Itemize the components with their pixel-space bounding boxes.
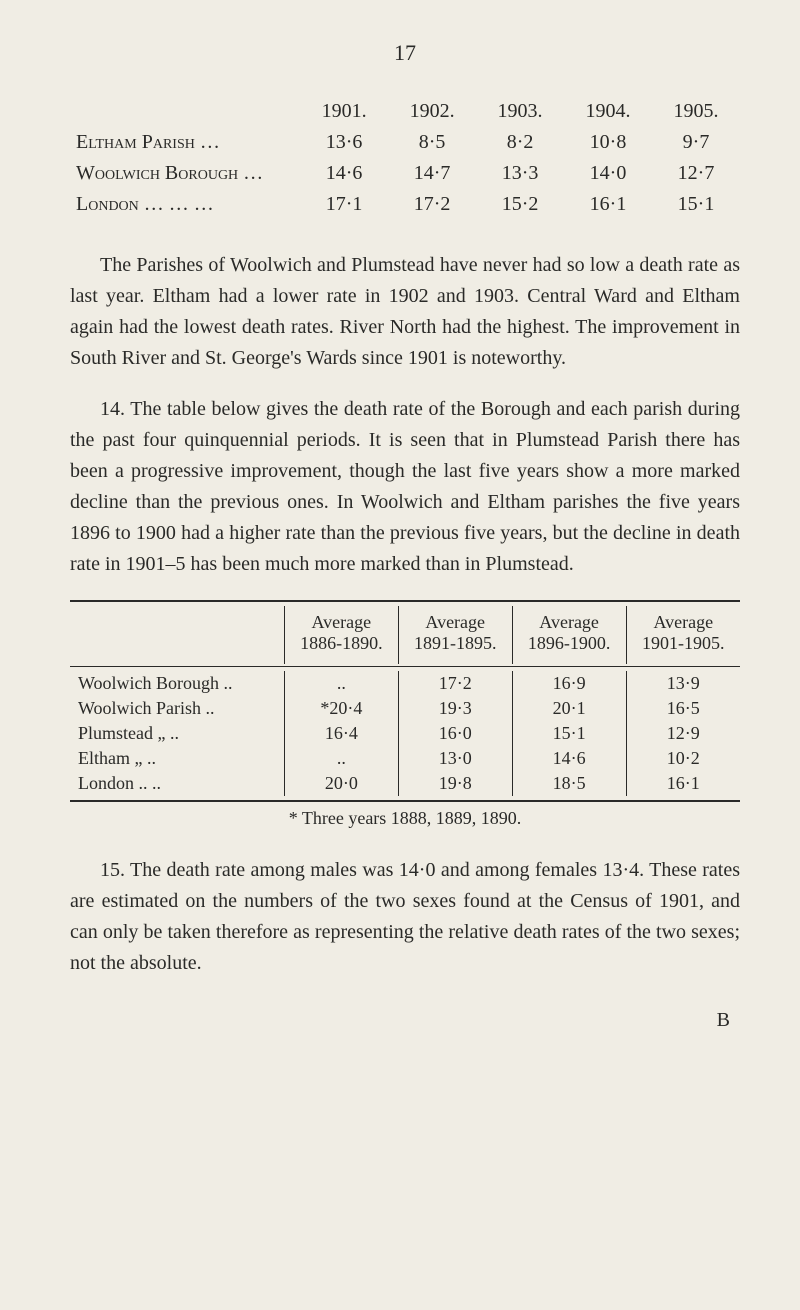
- table1-year: 1902.: [388, 96, 476, 127]
- paragraph-2: 14. The table below gives the death rate…: [70, 394, 740, 580]
- cell: 8·2: [476, 127, 564, 158]
- table-averages-body: Woolwich Borough .. .. 17·2 16·9 13·9 Wo…: [70, 671, 740, 796]
- paragraph-1: The Parishes of Woolwich and Plumstead h…: [70, 250, 740, 374]
- cell: 16·1: [626, 771, 740, 796]
- cell: 17·1: [300, 189, 388, 220]
- cell: 13·9: [626, 671, 740, 696]
- page-signature: B: [70, 1009, 740, 1032]
- table1-year: 1903.: [476, 96, 564, 127]
- cell: 20·0: [284, 771, 398, 796]
- table1-year: 1905.: [652, 96, 740, 127]
- row-label: London .. ..: [70, 771, 284, 796]
- dots: …: [200, 131, 220, 153]
- row-label: Eltham Parish: [76, 131, 195, 153]
- table2-header: Average 1891-1895.: [398, 606, 512, 664]
- cell: 16·0: [398, 721, 512, 746]
- row-label: Woolwich Borough: [76, 162, 238, 184]
- cell: 12·9: [626, 721, 740, 746]
- row-label: London …: [76, 193, 164, 215]
- table-row: London .. .. 20·0 19·8 18·5 16·1: [70, 771, 740, 796]
- cell: 14·6: [300, 158, 388, 189]
- cell: 10·8: [564, 127, 652, 158]
- table2-header: Average 1901-1905.: [626, 606, 740, 664]
- cell: 16·9: [512, 671, 626, 696]
- cell: 14·7: [388, 158, 476, 189]
- cell: 18·5: [512, 771, 626, 796]
- cell: 14·0: [564, 158, 652, 189]
- page-number: 17: [70, 40, 740, 66]
- dots: … …: [169, 193, 214, 215]
- rule: [70, 666, 740, 667]
- cell: 15·1: [652, 189, 740, 220]
- table-row: London … … … 17·1 17·2 15·2 16·1 15·1: [70, 189, 740, 220]
- page: 17 1901. 1902. 1903. 1904. 1905. Eltham …: [0, 0, 800, 1072]
- table-row: Plumstead „ .. 16·4 16·0 15·1 12·9: [70, 721, 740, 746]
- table-row: Eltham „ .. .. 13·0 14·6 10·2: [70, 746, 740, 771]
- cell: 9·7: [652, 127, 740, 158]
- footnote: * Three years 1888, 1889, 1890.: [70, 808, 740, 829]
- cell: 19·8: [398, 771, 512, 796]
- cell: 13·0: [398, 746, 512, 771]
- row-label: Woolwich Parish ..: [70, 696, 284, 721]
- cell: 13·3: [476, 158, 564, 189]
- table2-header: Average 1886-1890.: [284, 606, 398, 664]
- cell: ..: [284, 746, 398, 771]
- table2-header: Average 1896-1900.: [512, 606, 626, 664]
- table1-year: 1904.: [564, 96, 652, 127]
- paragraph-3: 15. The death rate among males was 14·0 …: [70, 855, 740, 979]
- cell: ..: [284, 671, 398, 696]
- cell: 19·3: [398, 696, 512, 721]
- table1-year: 1901.: [300, 96, 388, 127]
- cell: 13·6: [300, 127, 388, 158]
- table1-header-row: 1901. 1902. 1903. 1904. 1905.: [70, 96, 740, 127]
- cell: 14·6: [512, 746, 626, 771]
- cell: 15·2: [476, 189, 564, 220]
- table-row: Woolwich Borough .. .. 17·2 16·9 13·9: [70, 671, 740, 696]
- table-row: Woolwich Borough … 14·6 14·7 13·3 14·0 1…: [70, 158, 740, 189]
- cell: 12·7: [652, 158, 740, 189]
- cell: 20·1: [512, 696, 626, 721]
- table2-header-row: Average 1886-1890. Average 1891-1895. Av…: [70, 606, 740, 664]
- cell: 15·1: [512, 721, 626, 746]
- table-row: Woolwich Parish .. *20·4 19·3 20·1 16·5: [70, 696, 740, 721]
- cell: 8·5: [388, 127, 476, 158]
- row-label: Woolwich Borough ..: [70, 671, 284, 696]
- cell: *20·4: [284, 696, 398, 721]
- cell: 10·2: [626, 746, 740, 771]
- dots: …: [243, 162, 263, 184]
- cell: 17·2: [388, 189, 476, 220]
- table-row: Eltham Parish … 13·6 8·5 8·2 10·8 9·7: [70, 127, 740, 158]
- row-label: Plumstead „ ..: [70, 721, 284, 746]
- table-death-rates-years: 1901. 1902. 1903. 1904. 1905. Eltham Par…: [70, 96, 740, 220]
- cell: 16·4: [284, 721, 398, 746]
- cell: 16·1: [564, 189, 652, 220]
- rule: [70, 600, 740, 602]
- rule: [70, 800, 740, 802]
- row-label: Eltham „ ..: [70, 746, 284, 771]
- cell: 16·5: [626, 696, 740, 721]
- cell: 17·2: [398, 671, 512, 696]
- table-averages: Average 1886-1890. Average 1891-1895. Av…: [70, 606, 740, 664]
